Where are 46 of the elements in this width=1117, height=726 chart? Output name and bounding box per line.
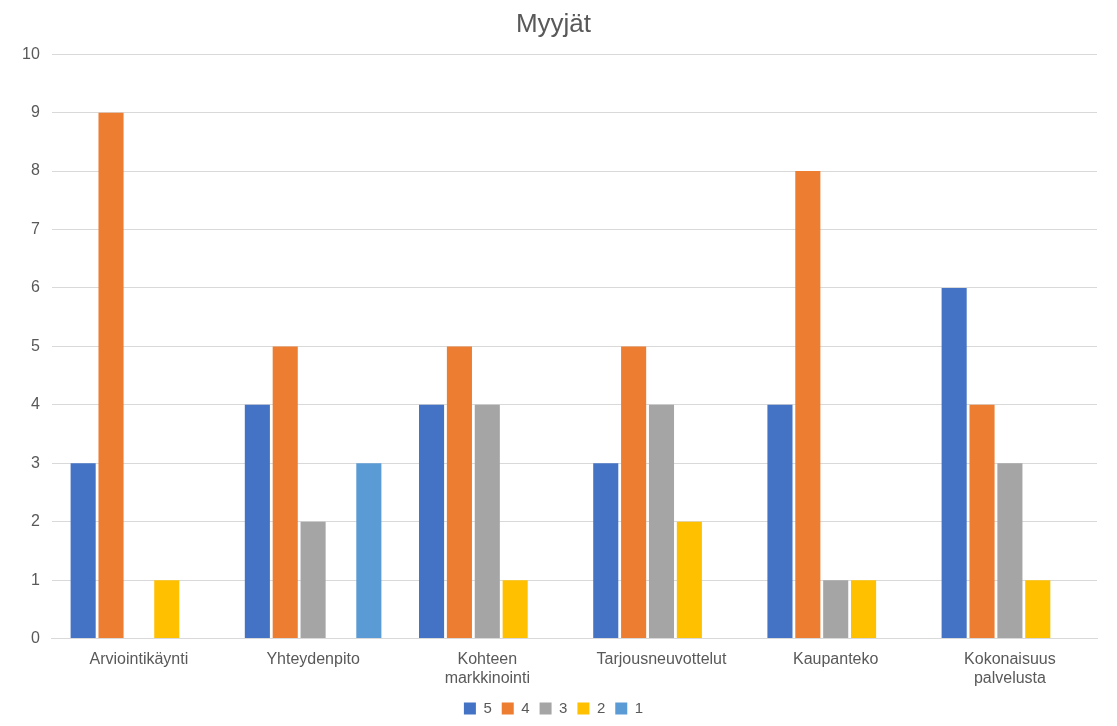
x-tick-label: Kaupanteko [793, 649, 879, 667]
x-tick-label: Yhteydenpito [266, 649, 360, 667]
bar [648, 404, 675, 639]
legend-label: 2 [596, 698, 606, 716]
y-tick-label: 8 [30, 161, 40, 179]
bar [154, 580, 180, 639]
legend-label: 4 [521, 698, 530, 716]
y-tick-label: 9 [30, 103, 40, 121]
x-tick-label: Arviointikäynti [89, 649, 189, 667]
legend-label: 5 [483, 698, 492, 716]
y-tick-label: 5 [30, 336, 40, 354]
y-tick-label: 0 [30, 629, 40, 647]
y-tick-label: 6 [30, 278, 40, 296]
bar [621, 346, 647, 639]
bar [1025, 580, 1051, 639]
y-tick-label: 3 [30, 453, 40, 471]
bar [272, 346, 298, 639]
legend-label: 1 [634, 698, 644, 716]
chart-title: Myyjät [515, 7, 592, 38]
x-tick-label: Kohteen markkinointi [444, 649, 530, 686]
y-tick-label: 4 [30, 395, 40, 413]
legend-label: 3 [559, 698, 568, 716]
y-tick-label: 1 [30, 570, 40, 588]
bar [70, 463, 96, 639]
bar [502, 580, 528, 639]
bar [823, 580, 849, 639]
bar [997, 463, 1023, 639]
bar [446, 346, 472, 639]
bar [244, 404, 270, 639]
bar [676, 521, 702, 639]
bar [98, 112, 124, 639]
bar [593, 463, 619, 639]
x-tick-label: Tarjousneuvottelut [596, 649, 727, 667]
bar [969, 404, 995, 639]
y-tick-label: 10 [22, 44, 40, 62]
x-tick-label: Kokonaisuus palvelusta [964, 649, 1056, 686]
bar [356, 463, 382, 639]
bar [795, 171, 821, 639]
bar [941, 287, 967, 639]
bar [767, 404, 793, 639]
bar [851, 580, 877, 639]
bar [419, 404, 445, 639]
bar [474, 404, 500, 639]
y-tick-label: 2 [30, 512, 40, 530]
y-tick-label: 7 [30, 219, 40, 237]
bar [300, 521, 326, 639]
